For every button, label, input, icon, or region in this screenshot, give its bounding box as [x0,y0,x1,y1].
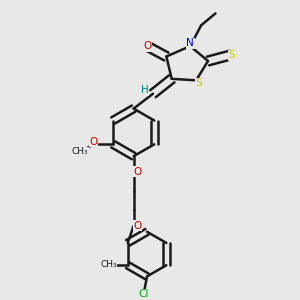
Text: S: S [195,78,202,88]
Text: O: O [90,137,98,147]
Text: O: O [143,41,151,51]
Text: CH₃: CH₃ [100,260,117,268]
Text: CH₃: CH₃ [72,147,88,156]
Text: O: O [133,221,141,231]
Text: H: H [141,85,148,95]
Text: Cl: Cl [139,289,149,299]
Text: O: O [133,167,141,177]
Text: S: S [229,50,235,60]
Text: N: N [186,38,194,48]
